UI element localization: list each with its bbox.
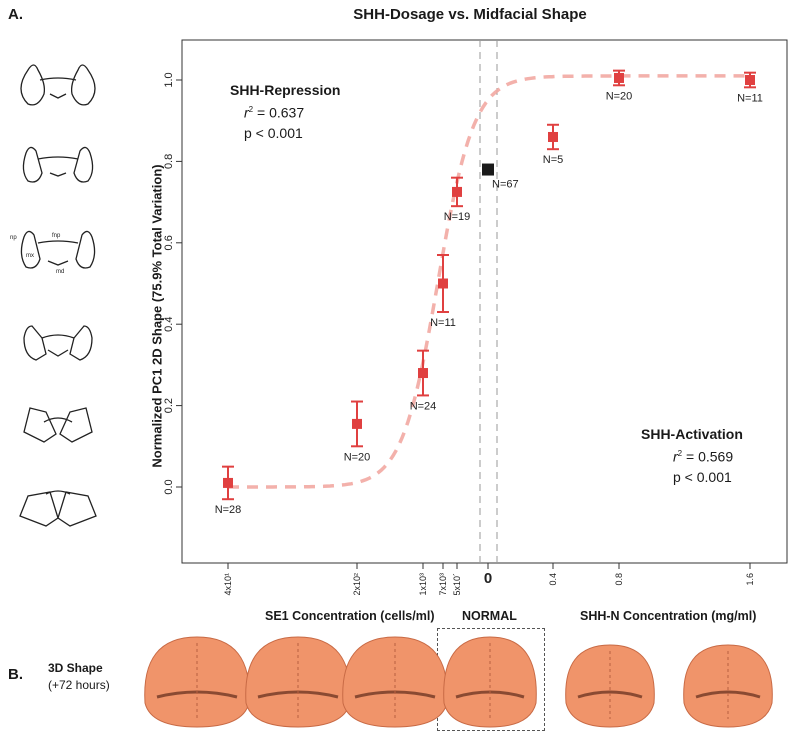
data-label: N=20 <box>606 90 633 102</box>
label-fnp: fnp <box>52 233 61 239</box>
label-np: np <box>10 235 17 241</box>
facial-outline-4 <box>23 325 93 361</box>
data-label: N=19 <box>444 211 471 223</box>
x-tick-label: 1x10³ <box>418 573 428 596</box>
se1-concentration-header: SE1 Concentration (cells/ml) <box>265 609 435 623</box>
panel-a-label: A. <box>8 6 23 23</box>
activation-r-symbol: r <box>673 448 678 465</box>
panel-b-label: B. <box>8 666 23 683</box>
repression-r-exp: 2 <box>248 105 254 114</box>
activation-r2: = 0.569 <box>686 448 734 465</box>
facial-outline-1 <box>20 64 96 106</box>
activation-r-exp: 2 <box>677 449 683 458</box>
activation-title: SHH-Activation <box>641 426 743 442</box>
3d-shape-label-line2: (+72 hours) <box>48 678 110 692</box>
3d-shape-label-line1: 3D Shape <box>48 661 103 675</box>
y-tick-label: 0.2 <box>163 398 175 413</box>
data-label: N=67 <box>492 179 519 191</box>
data-point <box>548 131 558 142</box>
normal-header: NORMAL <box>462 609 517 623</box>
facial-outline-2 <box>22 146 94 183</box>
facial-outline-3: np fnp mx md <box>10 230 96 275</box>
repression-stats: SHH-Repression r2 = 0.637 p < 0.001 <box>230 80 340 143</box>
fit-curve <box>228 74 750 489</box>
skull-render-5 <box>565 644 655 728</box>
x-tick-label: 0.8 <box>614 573 624 586</box>
data-point <box>482 163 494 176</box>
x-tick-label: 7x10³ <box>438 573 448 596</box>
activation-p: p < 0.001 <box>673 468 732 485</box>
data-label: N=11 <box>737 92 763 104</box>
data-point <box>352 418 362 429</box>
label-mx: mx <box>26 253 34 259</box>
y-tick-label: 0.8 <box>163 154 175 169</box>
skull-render-6 <box>683 644 773 728</box>
data-point <box>438 278 448 289</box>
x-tick-label: 1.6 <box>745 573 755 586</box>
x-tick-label: 0 <box>484 570 492 587</box>
data-point <box>745 75 755 85</box>
shhn-concentration-header: SHH-N Concentration (mg/ml) <box>580 609 757 623</box>
data-label: N=11 <box>430 317 456 329</box>
plot-frame <box>181 39 788 564</box>
y-tick-label: 1.0 <box>163 72 175 87</box>
facial-outline-5 <box>23 407 93 443</box>
skull-render-1 <box>144 636 250 728</box>
label-md: md <box>56 269 64 275</box>
y-tick-label: 0.0 <box>163 479 175 494</box>
3d-shape-label: 3D Shape (+72 hours) <box>48 660 110 694</box>
data-point <box>223 477 233 488</box>
x-tick-label: 0.4 <box>548 573 558 586</box>
skull-render-4 <box>443 636 537 728</box>
chart-title: SHH-Dosage vs. Midfacial Shape <box>353 6 587 23</box>
data-point <box>418 368 428 379</box>
y-tick-label: 0.4 <box>163 317 175 332</box>
y-tick-label: 0.6 <box>163 235 175 250</box>
data-label: N=20 <box>344 451 371 463</box>
data-label: N=5 <box>543 154 564 166</box>
data-label: N=24 <box>410 400 437 412</box>
repression-r2: = 0.637 <box>257 104 305 121</box>
repression-r-symbol: r <box>244 104 249 121</box>
activation-stats: SHH-Activation r2 = 0.569 p < 0.001 <box>641 424 743 487</box>
x-tick-label: 2x10² <box>352 573 362 596</box>
repression-title: SHH-Repression <box>230 82 341 98</box>
data-label: N=28 <box>215 504 242 516</box>
data-point <box>614 72 624 83</box>
skull-render-2 <box>245 636 351 728</box>
repression-p: p < 0.001 <box>244 124 303 141</box>
x-tick-label: 5x10´ <box>452 573 462 596</box>
data-point <box>452 186 462 197</box>
facial-outline-6 <box>19 490 97 527</box>
skull-render-3 <box>342 636 448 728</box>
x-tick-label: 4x10¹ <box>223 573 233 596</box>
